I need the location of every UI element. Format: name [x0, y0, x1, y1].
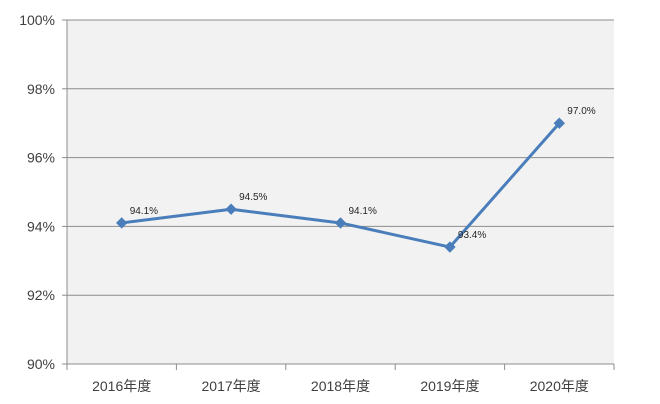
- x-tick-label: 2016年度: [92, 378, 151, 394]
- y-tick-label: 90%: [27, 356, 55, 372]
- x-tick-label: 2020年度: [530, 378, 589, 394]
- y-tick-label: 94%: [27, 218, 55, 234]
- data-label: 94.5%: [239, 192, 267, 203]
- plot-area: [67, 20, 614, 364]
- data-point-marker: [444, 241, 456, 253]
- data-label: 94.1%: [130, 206, 158, 217]
- data-labels: 94.1% 94.5% 94.1% 93.4% 97.0%: [130, 106, 596, 241]
- data-point-marker: [115, 217, 128, 229]
- y-tick-label: 92%: [27, 287, 55, 303]
- series-layer: [115, 117, 566, 253]
- data-label: 94.1%: [349, 206, 377, 217]
- y-tick-label: 100%: [19, 12, 55, 28]
- data-point-marker: [553, 117, 566, 129]
- y-tick-label: 96%: [27, 150, 55, 166]
- data-point-marker: [334, 217, 347, 229]
- x-tick-label: 2018年度: [311, 378, 370, 394]
- y-tick-label: 98%: [27, 81, 55, 97]
- y-axis-ticks: 90% 92% 94% 96% 98% 100%: [19, 12, 67, 372]
- axes: [66, 20, 614, 365]
- x-tick-label: 2019年度: [420, 378, 479, 394]
- data-label: 97.0%: [567, 106, 595, 117]
- data-label: 93.4%: [458, 230, 486, 241]
- x-tick-label: 2017年度: [202, 378, 261, 394]
- data-point-marker: [225, 203, 237, 215]
- x-axis-ticks: 2016年度 2017年度 2018年度 2019年度 2020年度: [66, 364, 615, 394]
